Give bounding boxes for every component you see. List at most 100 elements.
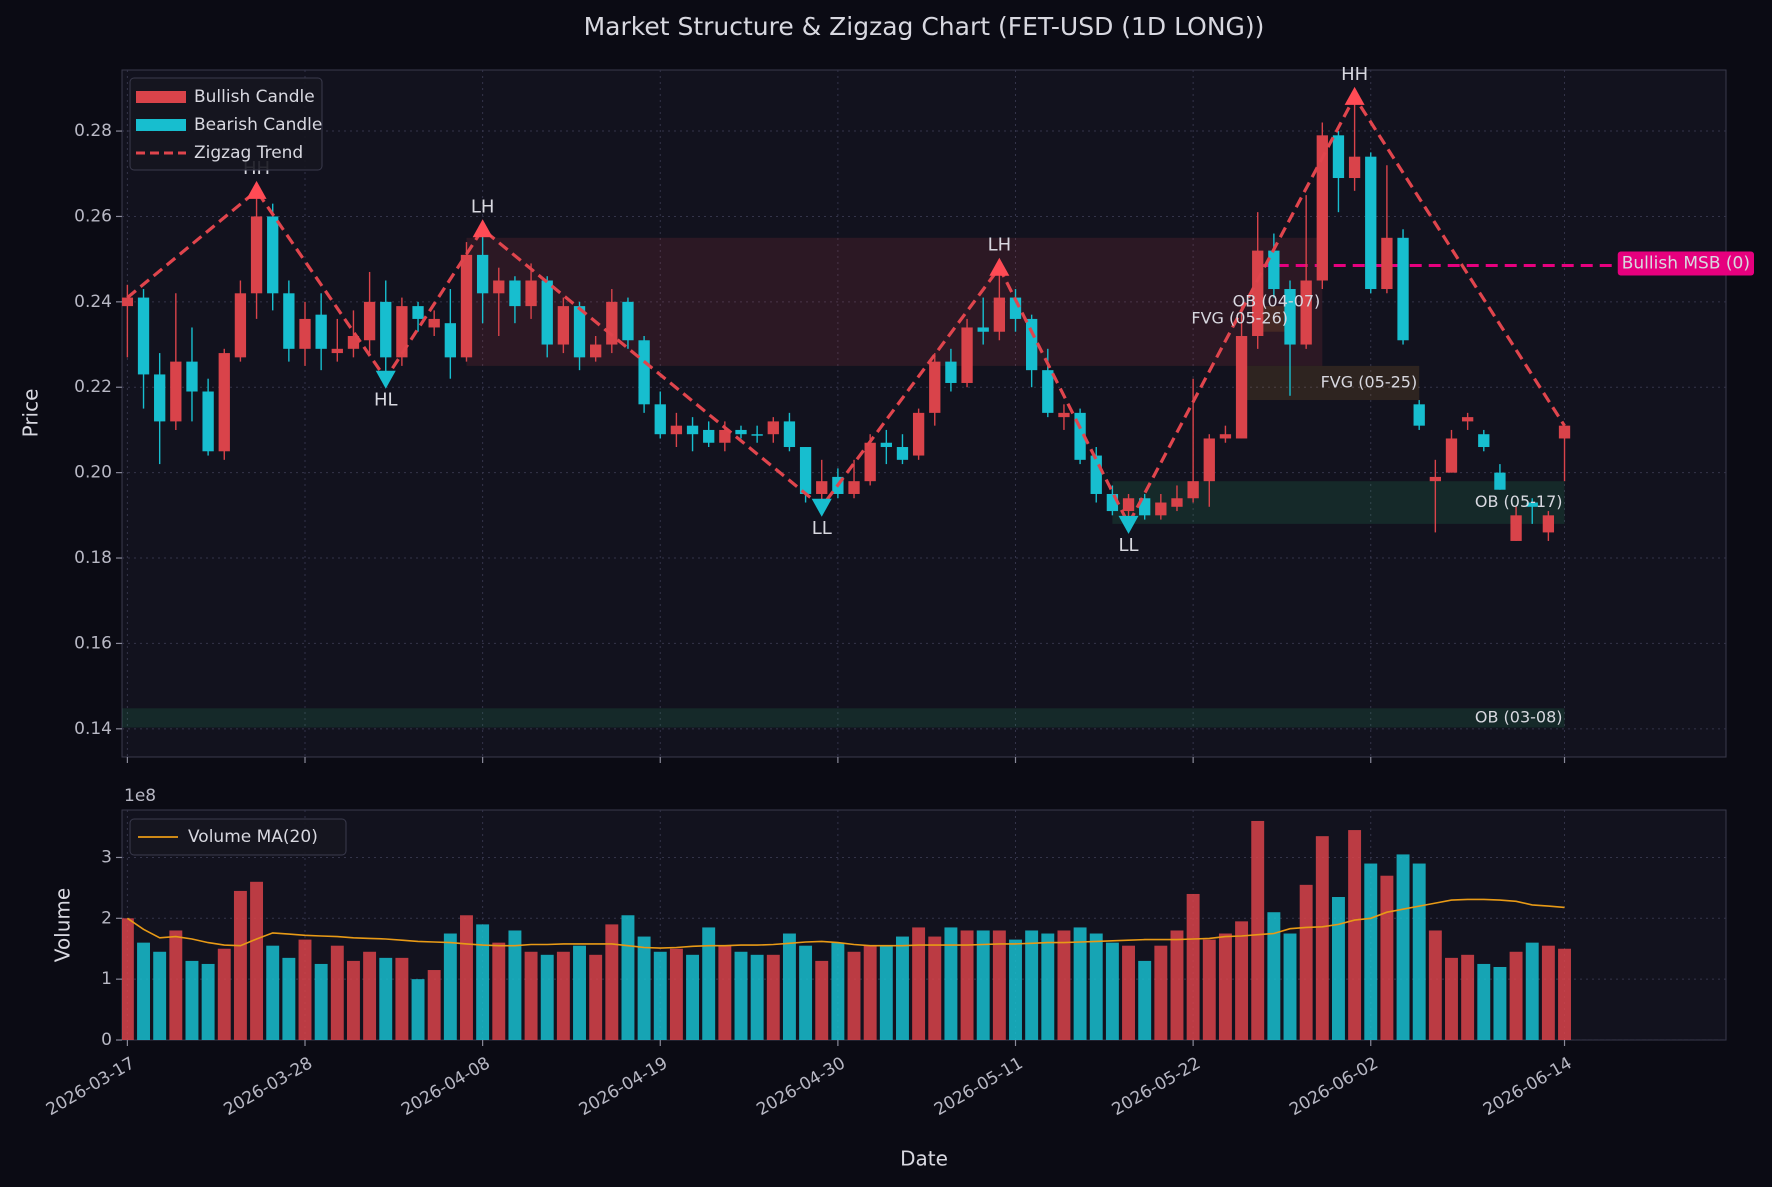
volume-bar bbox=[427, 970, 441, 1040]
volume-bar bbox=[1380, 875, 1394, 1040]
candle-body bbox=[816, 481, 828, 494]
candle-body bbox=[541, 280, 553, 345]
candle-body bbox=[864, 442, 876, 482]
volume-bar bbox=[363, 951, 377, 1040]
candle-body bbox=[1526, 502, 1538, 507]
volume-bar bbox=[395, 957, 409, 1040]
axis-offset-label: 1e8 bbox=[124, 786, 156, 806]
candle-body bbox=[525, 280, 537, 307]
candle-body bbox=[912, 412, 925, 456]
candle-body bbox=[751, 434, 763, 436]
volume-bar bbox=[1412, 863, 1426, 1040]
volume-bar bbox=[1186, 893, 1200, 1040]
chart-title: Market Structure & Zigzag Chart (FET-USD… bbox=[584, 12, 1265, 41]
volume-bar bbox=[330, 945, 344, 1040]
y-tick-label: 0.26 bbox=[74, 206, 112, 226]
pivot-marker bbox=[1118, 515, 1139, 534]
candle-body bbox=[493, 280, 505, 294]
zone-label: OB (04-07) bbox=[1233, 291, 1321, 310]
volume-bar bbox=[1445, 957, 1458, 1040]
volume-bar bbox=[766, 954, 780, 1040]
candle-body bbox=[719, 429, 731, 443]
y-tick-label: 0 bbox=[101, 1030, 112, 1050]
pivot-marker bbox=[989, 257, 1010, 276]
volume-bar bbox=[960, 930, 974, 1040]
pivot-marker bbox=[246, 180, 267, 199]
pivot-marker bbox=[375, 370, 396, 389]
volume-bar bbox=[1299, 884, 1313, 1040]
volume-bar bbox=[799, 945, 813, 1040]
candle-body bbox=[1042, 370, 1054, 413]
candle-body bbox=[363, 301, 376, 341]
legend-swatch bbox=[136, 91, 186, 103]
volume-bar bbox=[896, 936, 909, 1040]
volume-bar bbox=[346, 960, 360, 1040]
candle-body bbox=[1090, 455, 1102, 494]
candle-body bbox=[1171, 498, 1183, 507]
legend-label: Zigzag Trend bbox=[194, 143, 303, 163]
zone bbox=[122, 708, 1565, 728]
volume-bar bbox=[1202, 939, 1216, 1040]
volume-bar bbox=[1558, 948, 1571, 1040]
volume-bar bbox=[912, 927, 926, 1040]
candle-body bbox=[396, 306, 408, 358]
candle-body bbox=[347, 336, 360, 349]
legend-swatch bbox=[136, 119, 186, 131]
volume-bar bbox=[686, 954, 700, 1040]
volume-bar bbox=[1138, 960, 1152, 1040]
candle-body bbox=[476, 254, 489, 294]
pivot-label: HH bbox=[1341, 64, 1368, 85]
volume-bar bbox=[589, 954, 603, 1040]
candle-body bbox=[686, 425, 699, 435]
zone bbox=[1241, 365, 1420, 401]
volume-bar bbox=[185, 960, 199, 1040]
volume-bar bbox=[1396, 854, 1410, 1040]
candle-body bbox=[1300, 280, 1312, 345]
volume-bar bbox=[637, 936, 651, 1040]
candle-body bbox=[703, 429, 715, 443]
volume-bar bbox=[379, 957, 393, 1040]
volume-bar bbox=[250, 881, 264, 1040]
candle-body bbox=[993, 297, 1006, 332]
volume-bar bbox=[1509, 951, 1523, 1040]
volume-bar bbox=[508, 930, 522, 1040]
volume-bar bbox=[460, 915, 473, 1040]
candle-body bbox=[1542, 515, 1555, 533]
candle-body bbox=[1009, 297, 1022, 319]
x-axis-label: Date bbox=[900, 1147, 948, 1171]
candle-body bbox=[1429, 476, 1441, 482]
volume-bar bbox=[314, 963, 328, 1040]
volume-bar bbox=[621, 915, 635, 1040]
y-tick-label: 0.14 bbox=[74, 719, 112, 739]
candle-body bbox=[638, 340, 650, 405]
candle-body bbox=[929, 361, 941, 413]
y-tick-label: 0.16 bbox=[74, 633, 112, 653]
candle-body bbox=[1203, 438, 1215, 482]
volume-bar bbox=[1525, 942, 1539, 1040]
candle-body bbox=[315, 314, 327, 349]
candle-body bbox=[799, 447, 812, 494]
legend-label: Volume MA(20) bbox=[188, 827, 318, 847]
candle-body bbox=[331, 348, 343, 354]
volume-bar bbox=[1477, 963, 1491, 1040]
candle-body bbox=[1445, 438, 1458, 473]
volume-bar bbox=[1170, 930, 1184, 1040]
volume-bar bbox=[1493, 966, 1507, 1040]
y-tick-label: 0.22 bbox=[74, 377, 112, 397]
volume-bar bbox=[992, 930, 1006, 1040]
pivot-label: HL bbox=[374, 390, 398, 411]
y-tick-label: 1 bbox=[101, 969, 112, 989]
candle-body bbox=[122, 297, 134, 307]
volume-bar bbox=[1009, 939, 1022, 1040]
volume-bar bbox=[1073, 927, 1087, 1040]
volume-bar bbox=[702, 927, 716, 1040]
volume-bar bbox=[1057, 930, 1071, 1040]
ma-line bbox=[126, 898, 1565, 949]
y-tick-label: 0.20 bbox=[74, 463, 112, 483]
volume-bar bbox=[815, 960, 829, 1040]
legend-label: Bullish Candle bbox=[194, 87, 315, 107]
candle-body bbox=[267, 216, 279, 294]
candle-body bbox=[1074, 412, 1086, 460]
y-tick-label: 0.28 bbox=[74, 121, 112, 141]
candle-body bbox=[299, 318, 311, 349]
